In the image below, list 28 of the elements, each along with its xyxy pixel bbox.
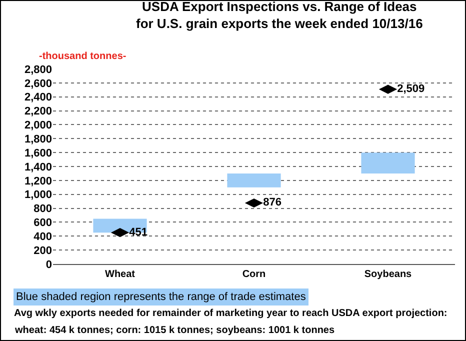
y-tick-label: 200 (34, 244, 52, 257)
y-tick-label: 1,400 (24, 161, 52, 174)
y-tick-label: 1,000 (24, 189, 52, 202)
y-tick-label: 600 (34, 217, 52, 230)
y-tick-label: 1,200 (24, 175, 52, 188)
y-tick-label: 400 (34, 230, 52, 243)
text: Avg wkly exports needed for remainder of marketing year to reach USDA export projection: (14, 308, 448, 319)
y-axis-title: -thousand tonnes- (39, 51, 126, 62)
chart-title: USDA Export Inspections vs. Range of Ideas for U.S. grain exports the week ended 10/13/16 (136, 0, 423, 32)
bar (361, 152, 415, 174)
y-tick-label: 2,800 (24, 64, 52, 76)
data-label: 451 (129, 226, 148, 238)
y-tick-label: 2,000 (24, 120, 52, 132)
bar (227, 173, 281, 188)
text: wheat: 454 k tonnes; corn: 1015 k tonnes; soybeans: 1001 k tonnes (14, 325, 335, 336)
text: Blue shaded region represents the range of trade estimates (16, 291, 306, 303)
y-tick-label: 0 (46, 258, 52, 271)
data-label: 2,509 (397, 83, 425, 96)
y-tick-label: 2,600 (24, 78, 52, 90)
x-tick-label: Corn (242, 269, 266, 280)
y-tick-label: 2,400 (24, 92, 52, 104)
data-label: 876 (263, 196, 282, 209)
y-tick-label: 2,200 (24, 106, 52, 118)
y-tick-label: 800 (34, 203, 52, 216)
y-tick-label: 1,600 (24, 147, 52, 160)
y-tick-label: 1,800 (24, 133, 52, 146)
x-tick-label: Wheat (105, 269, 136, 280)
x-tick-label: Soybeans (364, 269, 412, 280)
